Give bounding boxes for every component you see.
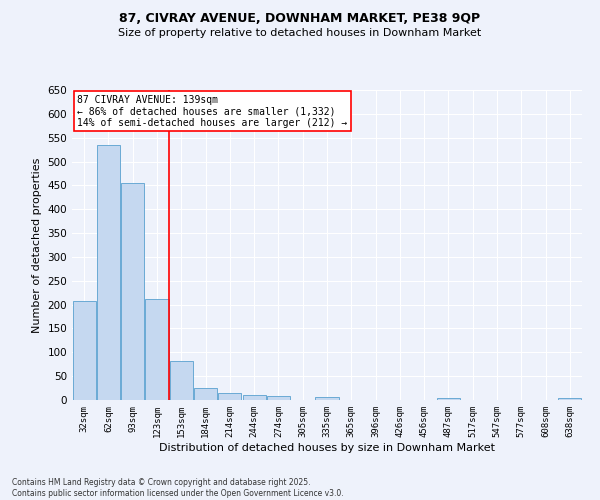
- Text: 87, CIVRAY AVENUE, DOWNHAM MARKET, PE38 9QP: 87, CIVRAY AVENUE, DOWNHAM MARKET, PE38 …: [119, 12, 481, 26]
- Bar: [242, 395, 266, 400]
- Text: Contains HM Land Registry data © Crown copyright and database right 2025.
Contai: Contains HM Land Registry data © Crown c…: [12, 478, 344, 498]
- Bar: [97, 145, 120, 400]
- Bar: [145, 299, 169, 400]
- Text: Size of property relative to detached houses in Downham Market: Size of property relative to detached ho…: [118, 28, 482, 38]
- Text: 87 CIVRAY AVENUE: 139sqm
← 86% of detached houses are smaller (1,332)
14% of sem: 87 CIVRAY AVENUE: 139sqm ← 86% of detach…: [77, 94, 347, 128]
- Bar: [316, 397, 338, 400]
- Bar: [267, 396, 290, 400]
- Bar: [170, 362, 193, 400]
- Bar: [73, 301, 95, 400]
- Bar: [121, 182, 144, 400]
- Bar: [194, 388, 217, 400]
- Bar: [437, 398, 460, 400]
- Y-axis label: Number of detached properties: Number of detached properties: [32, 158, 42, 332]
- Bar: [559, 398, 581, 400]
- Bar: [218, 394, 241, 400]
- X-axis label: Distribution of detached houses by size in Downham Market: Distribution of detached houses by size …: [159, 442, 495, 452]
